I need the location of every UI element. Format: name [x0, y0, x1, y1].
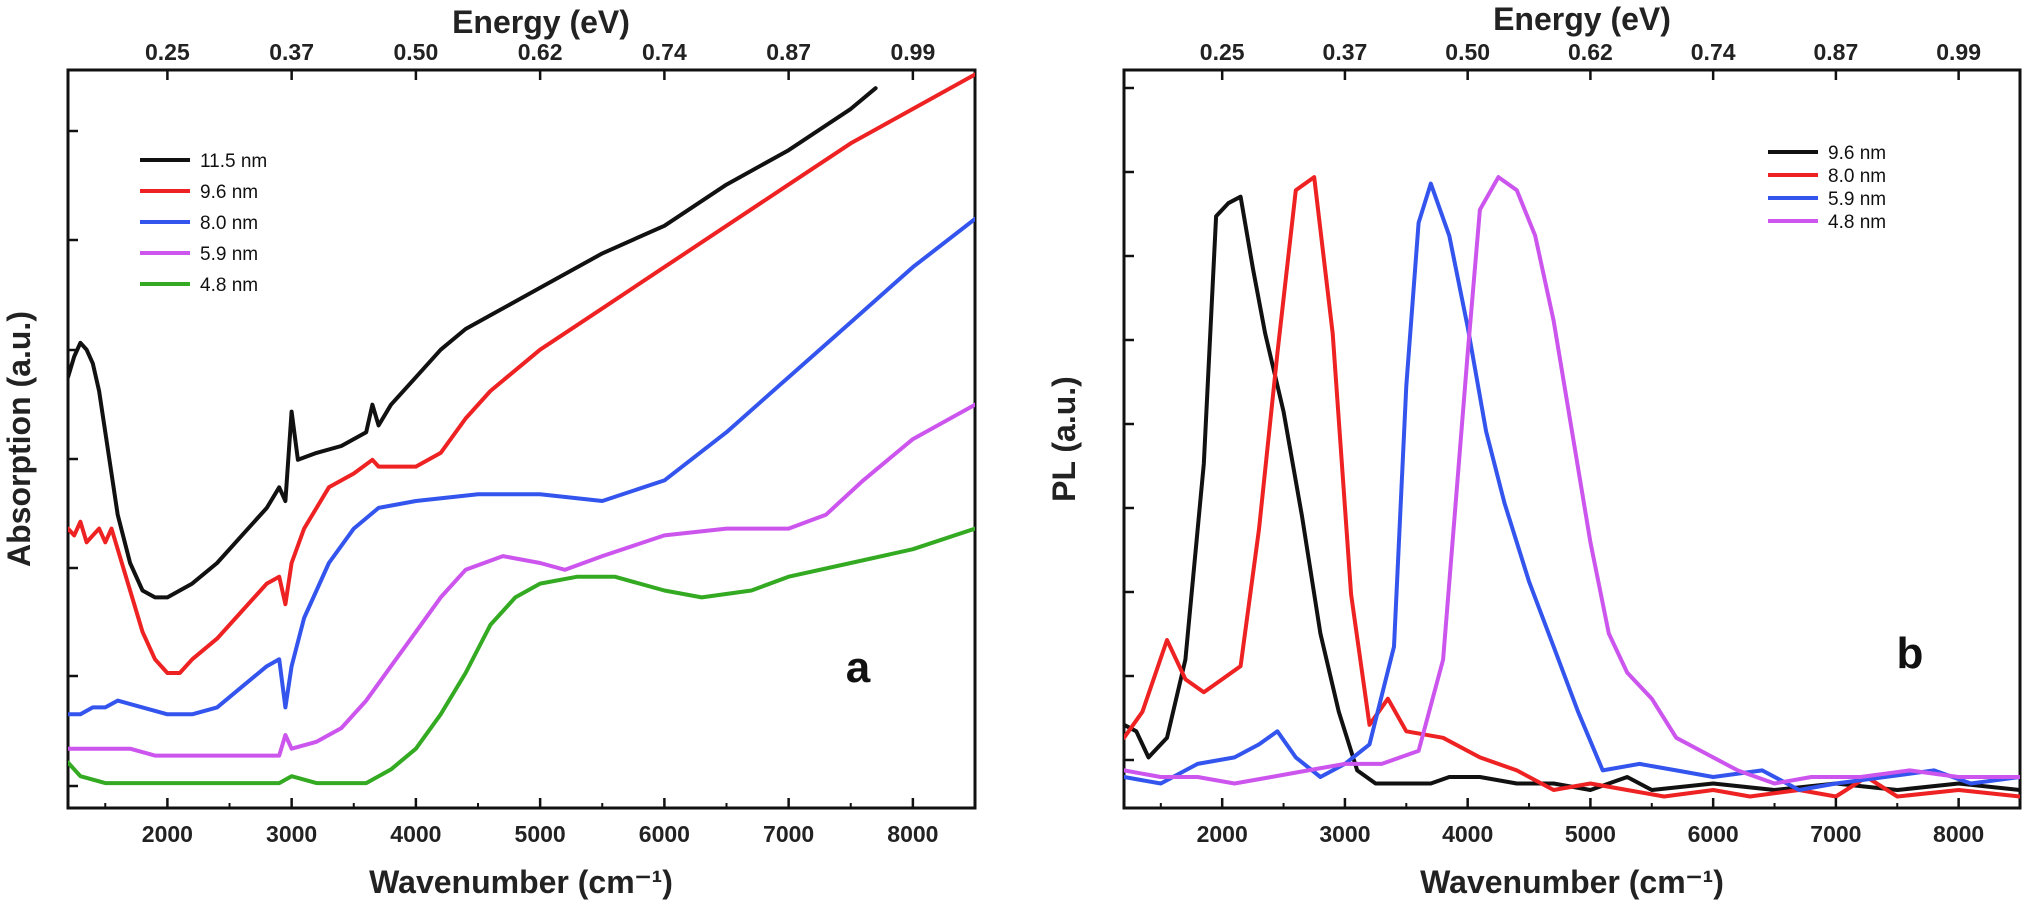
- panel-a-series-line-11-5-nm: [68, 86, 878, 600]
- panel-b-series-line-9-6-nm: [1124, 194, 2020, 792]
- panel-a-top-tick-label: 0.37: [269, 39, 314, 65]
- panel-a-series-line-9-6-nm: [68, 72, 975, 675]
- panel-a-series-group: [68, 72, 975, 786]
- panel-a-label: a: [846, 643, 871, 692]
- panel-b-y-axis-title: PL (a.u.): [1046, 376, 1082, 502]
- panel-a-top-tick-label: 0.62: [518, 39, 563, 65]
- panel-a-series-line-8-0-nm: [68, 217, 975, 717]
- panel-b-legend-label: 9.6 nm: [1828, 143, 1886, 164]
- panel-a-top-tick-label: 0.25: [145, 39, 190, 65]
- panel-b-series-line-5-9-nm: [1124, 181, 2020, 792]
- panel-a-frame: [66, 68, 977, 810]
- panel-b-label: b: [1897, 629, 1924, 678]
- panel-a-x-tick-label: 8000: [887, 821, 938, 847]
- panel-a-ticks-group: 2000 3000 4000 5000 6000 7000 8000 0.25 0.37 0.50…: [68, 39, 938, 847]
- panel-a-top-tick-label: 0.87: [766, 39, 811, 65]
- panel-a-legend-label: 9.6 nm: [200, 182, 258, 203]
- panel-b-top-tick-label: 0.74: [1691, 39, 1736, 65]
- panel-b-x-tick-label: 5000: [1565, 821, 1616, 847]
- panel-b-top-tick-label: 0.62: [1568, 39, 1613, 65]
- panel-a-series-line-4-8-nm: [68, 526, 975, 786]
- panel-b-top-tick-label: 0.37: [1323, 39, 1368, 65]
- panel-a-top-tick-label: 0.74: [642, 39, 687, 65]
- panel-b-top-tick-label: 0.25: [1200, 39, 1245, 65]
- panel-a-x-tick-label: 7000: [763, 821, 814, 847]
- panel-a-legend-label: 8.0 nm: [200, 213, 258, 234]
- panel-a-x-tick-label: 6000: [639, 821, 690, 847]
- panel-a-legend-label: 11.5 nm: [200, 151, 267, 172]
- panel-b-x-tick-label: 6000: [1688, 821, 1739, 847]
- panel-a-legend-label: 5.9 nm: [200, 244, 258, 265]
- panel-a-top-axis-title: Energy (eV): [452, 4, 630, 40]
- panel-b-top-axis-title: Energy (eV): [1493, 1, 1671, 37]
- panel-a-x-tick-label: 2000: [142, 821, 193, 847]
- panel-b-top-tick-label: 0.87: [1814, 39, 1859, 65]
- panel-b-x-tick-label: 7000: [1810, 821, 1861, 847]
- panel-a-legend: 11.5 nm 9.6 nm 8.0 nm 5.9 nm 4.8 nm: [140, 151, 267, 296]
- panel-b-series-line-8-0-nm: [1124, 175, 2020, 799]
- panel-b-x-axis-title: Wavenumber (cm⁻¹): [1420, 864, 1724, 900]
- panel-b-top-tick-label: 0.50: [1445, 39, 1490, 65]
- panel-b-legend-label: 8.0 nm: [1828, 166, 1886, 187]
- panel-b-ticks-group: 2000 3000 4000 5000 6000 7000 8000 0.25 0.37 0.50…: [1124, 39, 1984, 847]
- panel-b-x-tick-label: 8000: [1933, 821, 1984, 847]
- panel-b-legend-label: 4.8 nm: [1828, 212, 1886, 233]
- panel-a-top-tick-label: 0.99: [890, 39, 935, 65]
- panel-b-top-tick-label: 0.99: [1936, 39, 1981, 65]
- panel-a-x-tick-label: 3000: [266, 821, 317, 847]
- panel-b-frame: [1122, 68, 2022, 810]
- panel-a-x-axis-title: Wavenumber (cm⁻¹): [369, 864, 673, 900]
- panel-b-legend: 9.6 nm8.0 nm5.9 nm4.8 nm: [1768, 143, 1886, 233]
- panel-b-x-tick-label: 3000: [1319, 821, 1370, 847]
- panel-a: 2000 3000 4000 5000 6000 7000 8000 0.25 0.37 0.50…: [1, 4, 977, 900]
- panel-a-top-tick-label: 0.50: [394, 39, 439, 65]
- panel-a-legend-label: 4.8 nm: [200, 275, 258, 296]
- panel-b-x-tick-label: 2000: [1197, 821, 1248, 847]
- panel-a-x-tick-label: 5000: [515, 821, 566, 847]
- panel-b-x-tick-label: 4000: [1442, 821, 1493, 847]
- panel-a-y-axis-title: Absorption (a.u.): [1, 311, 37, 567]
- panel-b-legend-label: 5.9 nm: [1828, 189, 1886, 210]
- panel-b: 2000 3000 4000 5000 6000 7000 8000 0.25 0.37 0.50…: [1046, 1, 2022, 900]
- panel-a-x-tick-label: 4000: [390, 821, 441, 847]
- panel-b-series-line-4-8-nm: [1124, 175, 2020, 786]
- panel-a-series-line-5-9-nm: [68, 402, 975, 758]
- panel-b-series-group: [1124, 175, 2020, 799]
